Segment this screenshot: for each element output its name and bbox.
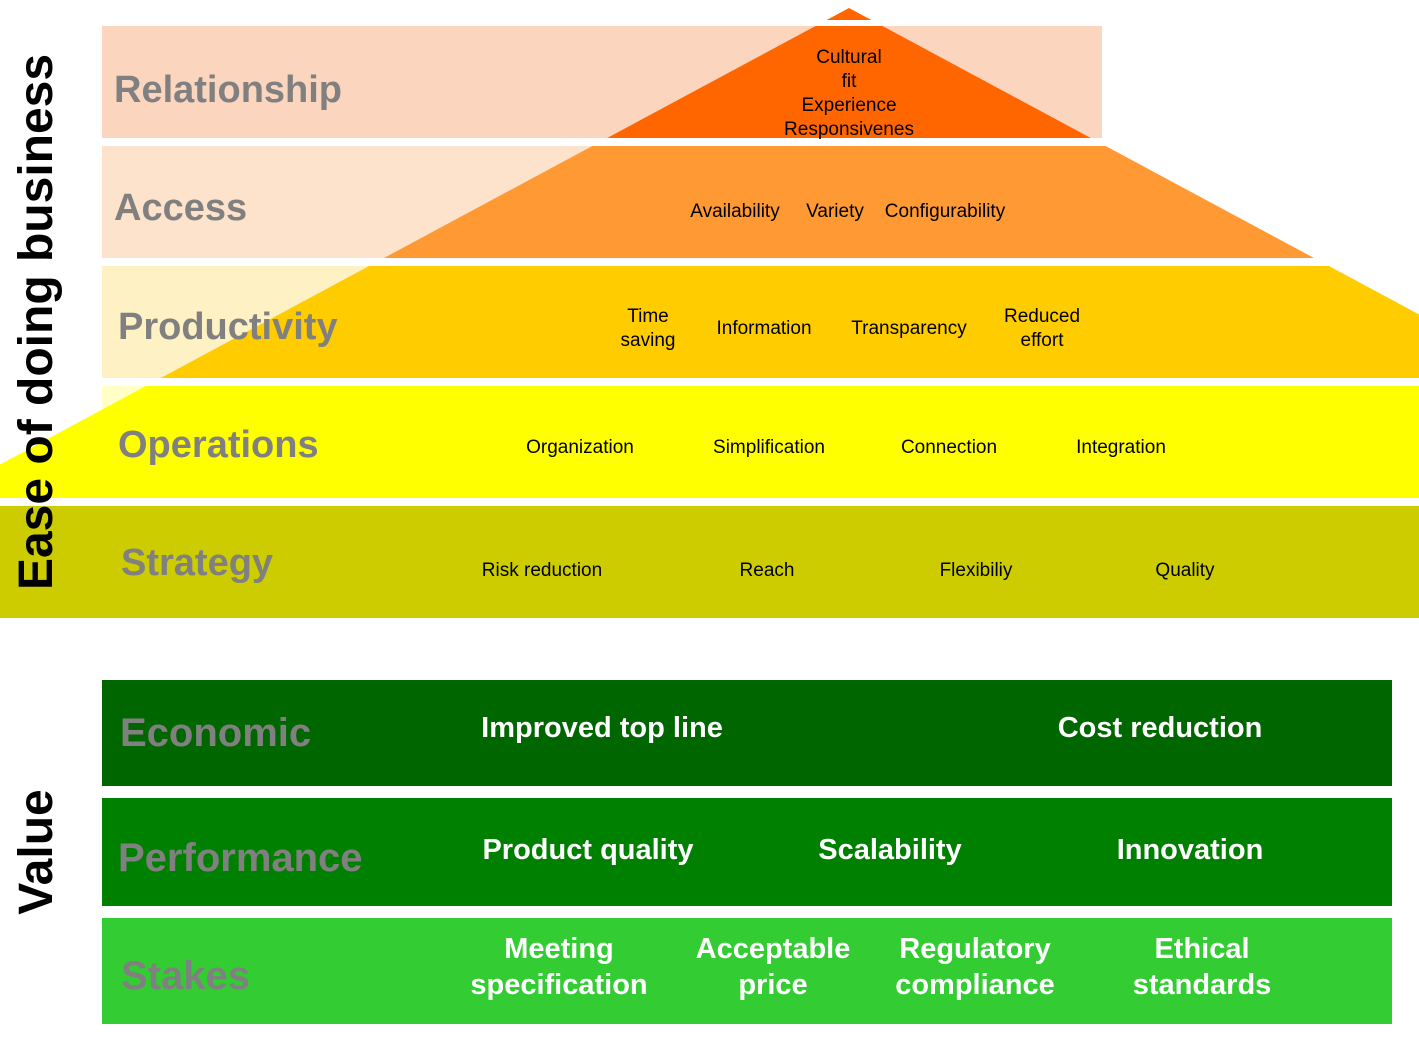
stakes-items: Meeting specification Acceptable price Regul… (470, 933, 1271, 1001)
access-tier (384, 146, 1314, 258)
performance-label: Performance (118, 836, 363, 880)
tier-item: Risk reduction (482, 560, 602, 581)
value-item: Scalability (818, 834, 961, 866)
economic-row (102, 680, 1392, 786)
tier-item: Configurability (885, 201, 1006, 222)
tier-item: Integration (1076, 437, 1166, 458)
strategy-label: Strategy (121, 542, 273, 584)
tier-item: Cultural fit Experience Responsivenes (784, 47, 914, 140)
strategy-tier (0, 506, 1419, 618)
value-item: Ethical standards (1133, 933, 1272, 1001)
access-label: Access (114, 187, 247, 229)
pyramid-apex (826, 8, 872, 20)
tier-item: Simplification (713, 437, 825, 458)
productivity-items: Time saving Information Transparency Reduced… (621, 306, 1080, 351)
value-title: Value (10, 789, 63, 914)
economic-items: Improved top line Cost reduction (481, 712, 1262, 744)
tier-item: Connection (901, 437, 997, 458)
operations-items: Organization Simplification Connection Inte… (526, 437, 1166, 458)
value-item: Regulatory compliance (895, 933, 1055, 1001)
relationship-items: Cultural fit Experience Responsivenes (784, 47, 914, 140)
economic-label: Economic (120, 711, 311, 755)
value-item: Acceptable price (696, 933, 851, 1001)
tier-item: Reach (740, 560, 795, 581)
value-item: Innovation (1117, 834, 1264, 866)
stakes-label: Stakes (121, 954, 250, 998)
value-item: Cost reduction (1058, 712, 1263, 744)
ease-of-doing-business-title: Ease of doing business (10, 54, 63, 590)
tier-item: Information (716, 318, 811, 339)
strategy-items: Risk reduction Reach Flexibiliy Quality (482, 560, 1215, 581)
value-item: Meeting specification (470, 933, 647, 1001)
tier-item: Variety (806, 201, 864, 222)
operations-label: Operations (118, 424, 319, 466)
stakes-row (102, 918, 1392, 1024)
tier-item: Reduced effort (1004, 306, 1080, 351)
operations-tier (0, 386, 1419, 498)
tier-item: Quality (1155, 560, 1215, 581)
tier-item: Transparency (851, 318, 967, 339)
performance-row (102, 798, 1392, 906)
tier-item: Flexibiliy (940, 560, 1013, 581)
tier-item: Availability (690, 201, 780, 222)
relationship-tier (607, 26, 1091, 138)
relationship-label: Relationship (114, 69, 342, 111)
tier-item: Time saving (621, 306, 676, 351)
value-item: Improved top line (481, 712, 723, 744)
performance-items: Product quality Scalability Innovation (482, 834, 1263, 866)
access-items: Availability Variety Configurability (690, 201, 1005, 222)
productivity-tier (160, 266, 1419, 378)
productivity-label: Productivity (118, 306, 338, 348)
value-item: Product quality (482, 834, 693, 866)
tier-item: Organization (526, 437, 634, 458)
